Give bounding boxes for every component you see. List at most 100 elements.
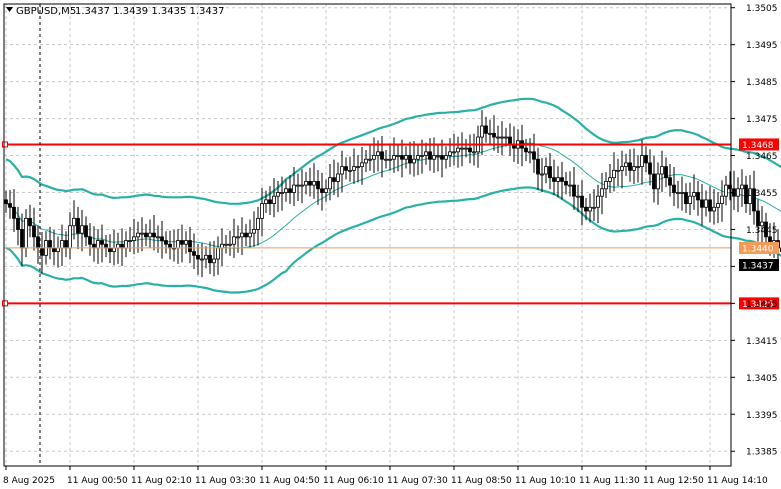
candle-body: [36, 236, 40, 249]
candle: [504, 127, 508, 147]
candle-body: [624, 162, 628, 168]
candle: [4, 190, 8, 213]
candle: [40, 232, 44, 274]
candle-body: [156, 236, 160, 239]
candle: [336, 162, 340, 198]
candle-body: [244, 232, 248, 238]
candle-body: [184, 240, 188, 245]
candle-body: [72, 217, 76, 227]
horizontal-line[interactable]: 1.3425: [2, 297, 780, 310]
candle: [636, 155, 640, 183]
candle-body: [468, 147, 472, 153]
line-anchor-handle[interactable]: [2, 141, 8, 148]
horizontal-lines[interactable]: 1.3468 1.3425 1.3440: [2, 138, 780, 310]
candle-body: [112, 247, 116, 253]
candle-body: [104, 243, 108, 249]
candle: [68, 212, 72, 260]
candle-body: [388, 158, 392, 161]
candle: [416, 144, 420, 176]
candle: [628, 149, 632, 182]
y-tick-label: 1.3395: [746, 411, 778, 421]
candle: [672, 166, 676, 207]
horizontal-line[interactable]: 1.3468: [2, 138, 780, 151]
candle: [536, 147, 540, 190]
candle-body: [32, 225, 36, 238]
candle: [348, 156, 352, 182]
candle: [232, 218, 236, 258]
candle-body: [20, 229, 24, 249]
candle: [660, 150, 664, 193]
candle: [652, 155, 656, 203]
candle-body: [672, 184, 676, 193]
candle: [276, 181, 280, 213]
candle: [320, 172, 324, 211]
bollinger-bands: [5, 97, 781, 294]
candle: [424, 142, 428, 165]
candle-body: [400, 155, 404, 160]
candle-body: [76, 217, 80, 234]
candle: [572, 166, 576, 210]
candle-body: [240, 232, 244, 238]
candle-body: [716, 203, 720, 208]
price-tag: [739, 241, 779, 254]
candle-body: [480, 125, 484, 138]
line-anchor-handle[interactable]: [2, 300, 8, 307]
candle: [144, 223, 148, 247]
candle: [548, 152, 552, 190]
candle-body: [292, 184, 296, 193]
candle-body: [700, 199, 704, 208]
candle: [520, 124, 524, 167]
candle: [404, 146, 408, 169]
candle-body: [56, 247, 60, 253]
candle: [700, 183, 704, 226]
candle-body: [24, 217, 28, 249]
candle-body: [456, 147, 460, 153]
candle: [620, 150, 624, 189]
candle-body: [472, 151, 476, 154]
candle-body: [600, 188, 604, 197]
candle-body: [336, 173, 340, 182]
candle: [616, 158, 620, 187]
candle: [644, 146, 648, 173]
candle: [196, 243, 200, 275]
candle-body: [608, 177, 612, 182]
candle: [600, 172, 604, 215]
candle-body: [596, 195, 600, 208]
candle-body: [136, 232, 140, 238]
candle: [624, 153, 628, 176]
candle-body: [348, 169, 352, 172]
candle-body: [160, 236, 164, 241]
candle-body: [452, 151, 456, 154]
candle: [8, 189, 12, 219]
candle: [724, 175, 728, 206]
y-tick-label: 1.3465: [746, 152, 778, 162]
candle-body: [504, 136, 508, 139]
candle: [388, 145, 392, 171]
candle-body: [84, 225, 88, 238]
candle: [284, 179, 288, 202]
candle-body: [640, 155, 644, 168]
candle-body: [644, 155, 648, 164]
price-tag-label: 1.3440: [742, 244, 774, 254]
candle-body: [444, 155, 448, 160]
candle: [224, 235, 228, 254]
candle-body: [236, 236, 240, 239]
candle: [264, 190, 268, 213]
candle-body: [48, 240, 52, 249]
horizontal-line[interactable]: 1.3440: [4, 241, 779, 255]
candle-body: [316, 181, 320, 190]
candle: [80, 209, 84, 252]
candle: [260, 187, 264, 237]
candle: [460, 132, 464, 167]
candle: [500, 121, 504, 156]
candle-body: [204, 254, 208, 260]
chevron-down-icon[interactable]: [6, 7, 13, 12]
candle-body: [460, 147, 464, 150]
candle: [604, 172, 608, 199]
candle-body: [544, 166, 548, 175]
candle: [576, 184, 580, 213]
candle-body: [188, 240, 192, 253]
candle: [556, 166, 560, 198]
candlestick-series: [4, 110, 781, 278]
